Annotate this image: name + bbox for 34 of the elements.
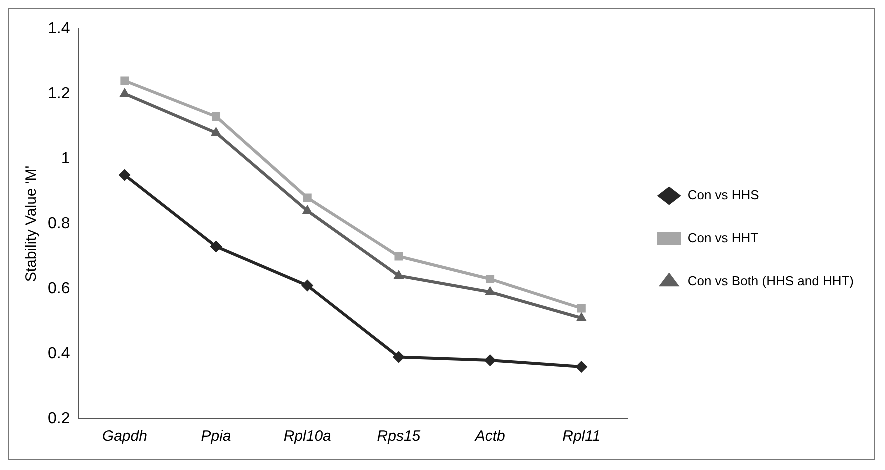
point bbox=[303, 194, 312, 202]
y-axis-title: Stability Value 'M' bbox=[23, 166, 40, 282]
x-tick-label: Ppia bbox=[201, 428, 232, 446]
point bbox=[212, 112, 221, 121]
legend-label: Con vs HHS bbox=[688, 188, 760, 203]
y-tick-label: 1.2 bbox=[48, 85, 70, 102]
x-tick-label: Gapdh bbox=[102, 428, 148, 446]
point bbox=[576, 361, 588, 373]
x-tick-label: Rps15 bbox=[377, 428, 422, 446]
y-tick-label: 0.4 bbox=[48, 345, 70, 362]
y-tick-label: 1 bbox=[61, 150, 70, 168]
point bbox=[210, 240, 222, 253]
point bbox=[576, 312, 587, 322]
x-tick-label: Rpl11 bbox=[562, 428, 601, 446]
point bbox=[211, 127, 222, 136]
y-tick-label: 0.6 bbox=[48, 280, 70, 298]
y-tick-label: 1.4 bbox=[48, 20, 70, 38]
y-tick-label: 0.8 bbox=[48, 215, 70, 232]
point bbox=[484, 354, 496, 366]
point bbox=[394, 270, 404, 279]
point bbox=[577, 304, 586, 313]
point bbox=[302, 280, 314, 292]
point bbox=[392, 351, 405, 364]
point bbox=[485, 286, 496, 296]
point bbox=[118, 169, 131, 182]
y-tick-label: 0.2 bbox=[48, 410, 70, 428]
point bbox=[302, 205, 313, 214]
point bbox=[486, 275, 495, 284]
point bbox=[120, 76, 130, 86]
x-tick-label: Actb bbox=[474, 428, 506, 446]
legend-label: Con vs HHT bbox=[688, 230, 759, 246]
point bbox=[394, 252, 404, 261]
x-tick-label: Rpl10a bbox=[284, 428, 332, 446]
legend-label: Con vs Both (HHS and HHT) bbox=[688, 274, 854, 289]
